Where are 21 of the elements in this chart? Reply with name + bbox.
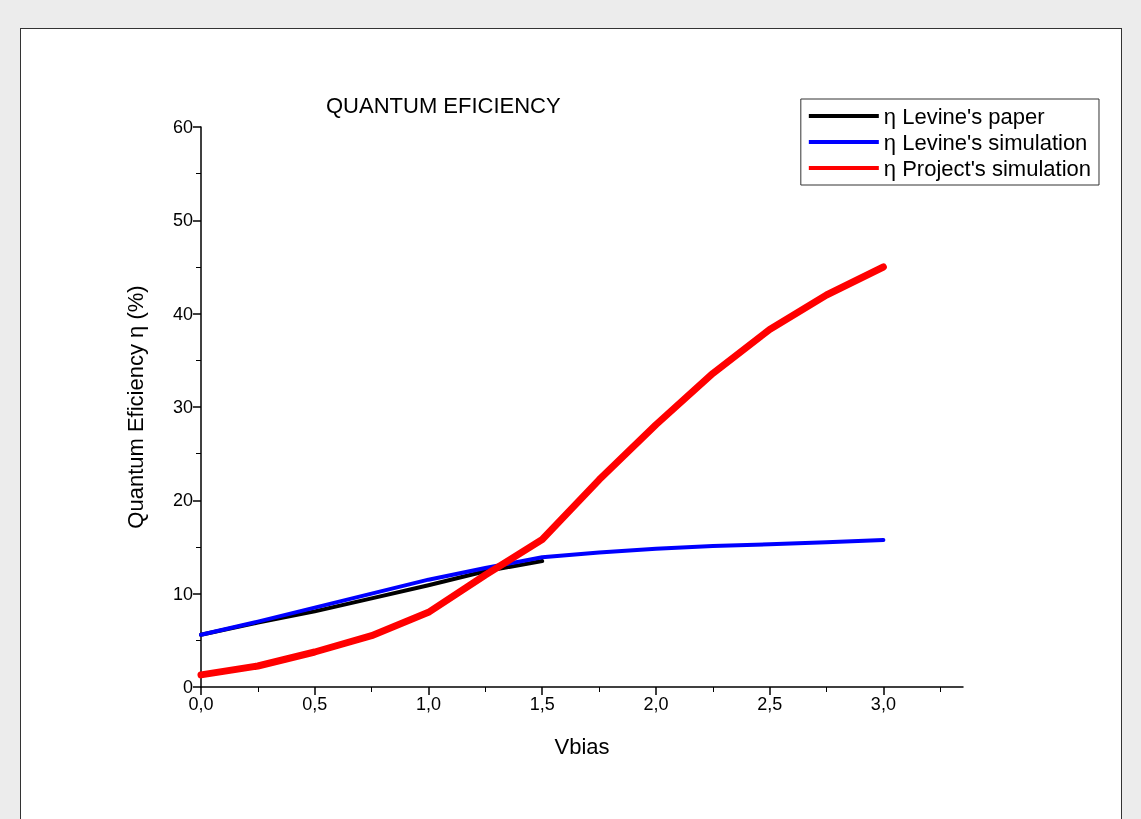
line-series — [199, 538, 886, 637]
y-tick-label: 50 — [172, 210, 193, 231]
chart-title: QUANTUM EFICIENCY — [326, 92, 561, 118]
x-tick-label: 1,5 — [529, 694, 555, 714]
legend-label: η Levine's paper — [883, 103, 1045, 129]
x-tick-label: 3,0 — [870, 694, 896, 714]
y-tick-label: 40 — [172, 303, 193, 324]
x-tick-label: 0,0 — [188, 694, 214, 714]
x-tick-label: 0,5 — [302, 694, 328, 714]
legend-label: η Project's simulation — [883, 155, 1092, 181]
x-tick-label: 2,5 — [757, 694, 783, 714]
y-tick-label: 10 — [172, 583, 193, 604]
x-tick-label: 2,0 — [643, 694, 669, 714]
y-tick-label: 30 — [172, 397, 193, 417]
y-tick-label: 20 — [172, 490, 193, 511]
y-axis-title: Quantum Eficiency η (%) — [122, 285, 148, 529]
x-tick-label: 1,0 — [415, 694, 441, 714]
legend-label: η Levine's simulation — [883, 129, 1088, 155]
y-tick-label: 0 — [182, 677, 193, 697]
x-axis-title: Vbias — [554, 733, 610, 759]
y-tick-label: 60 — [172, 117, 193, 137]
